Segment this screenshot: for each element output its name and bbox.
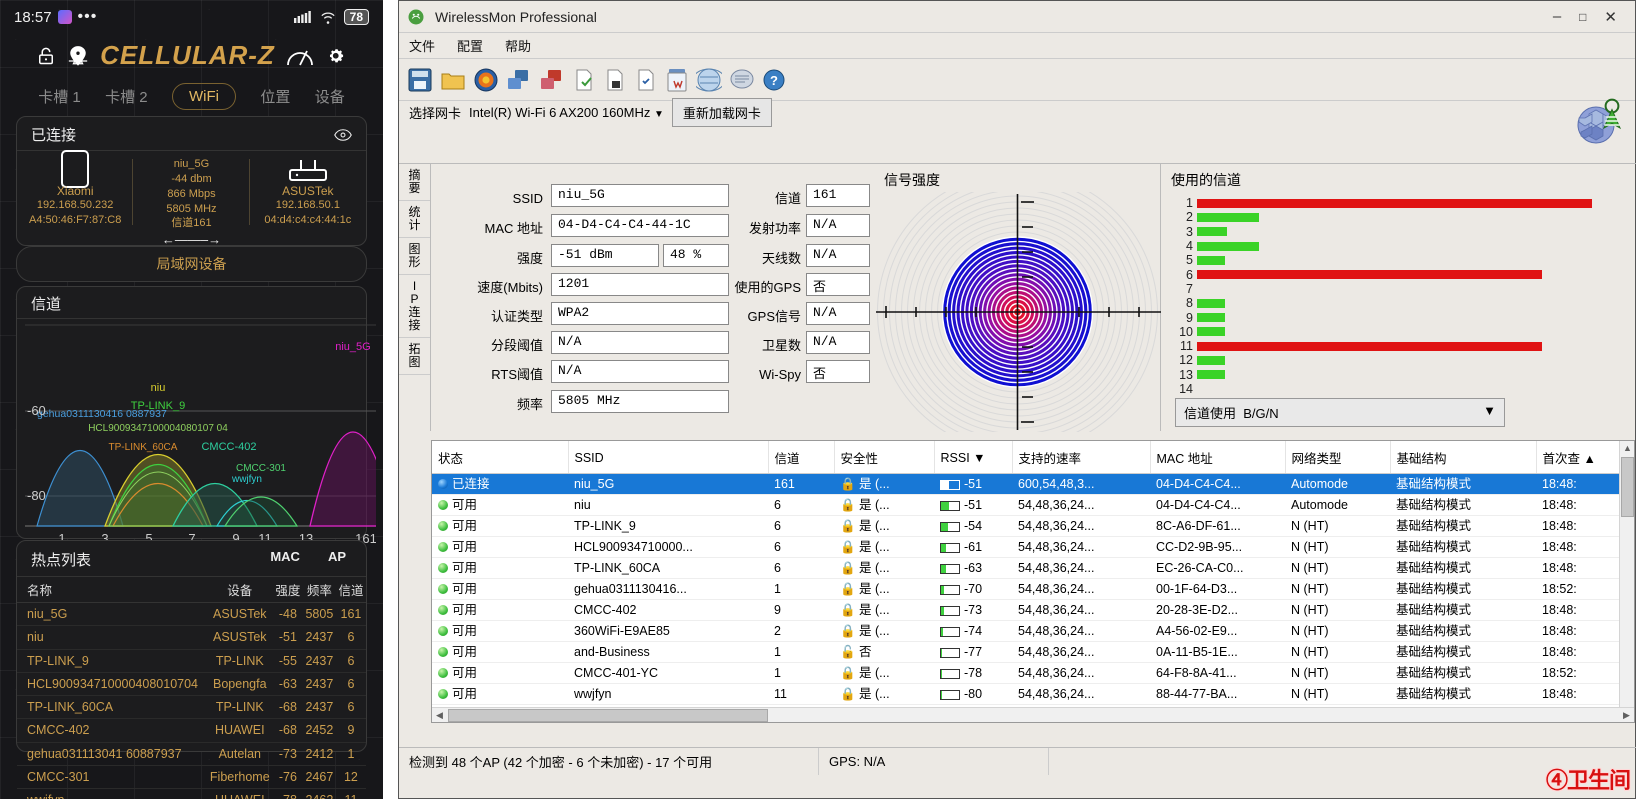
svg-text:CMCC-402: CMCC-402	[201, 441, 256, 453]
svg-text:-80: -80	[27, 488, 46, 503]
svg-text:?: ?	[770, 73, 778, 88]
svg-text:niu_5G: niu_5G	[335, 341, 370, 353]
svg-text:niu: niu	[151, 382, 166, 394]
svg-text:CMCC-301: CMCC-301	[236, 463, 286, 474]
svg-text:HCL9009347100004080107 04: HCL9009347100004080107 04	[88, 423, 228, 434]
svg-text:wwjfyn: wwjfyn	[231, 474, 262, 485]
svg-text:TP-LINK_60CA: TP-LINK_60CA	[109, 442, 178, 453]
svg-text:-60: -60	[27, 403, 46, 418]
svg-text:TP-LINK_9: TP-LINK_9	[131, 400, 185, 412]
